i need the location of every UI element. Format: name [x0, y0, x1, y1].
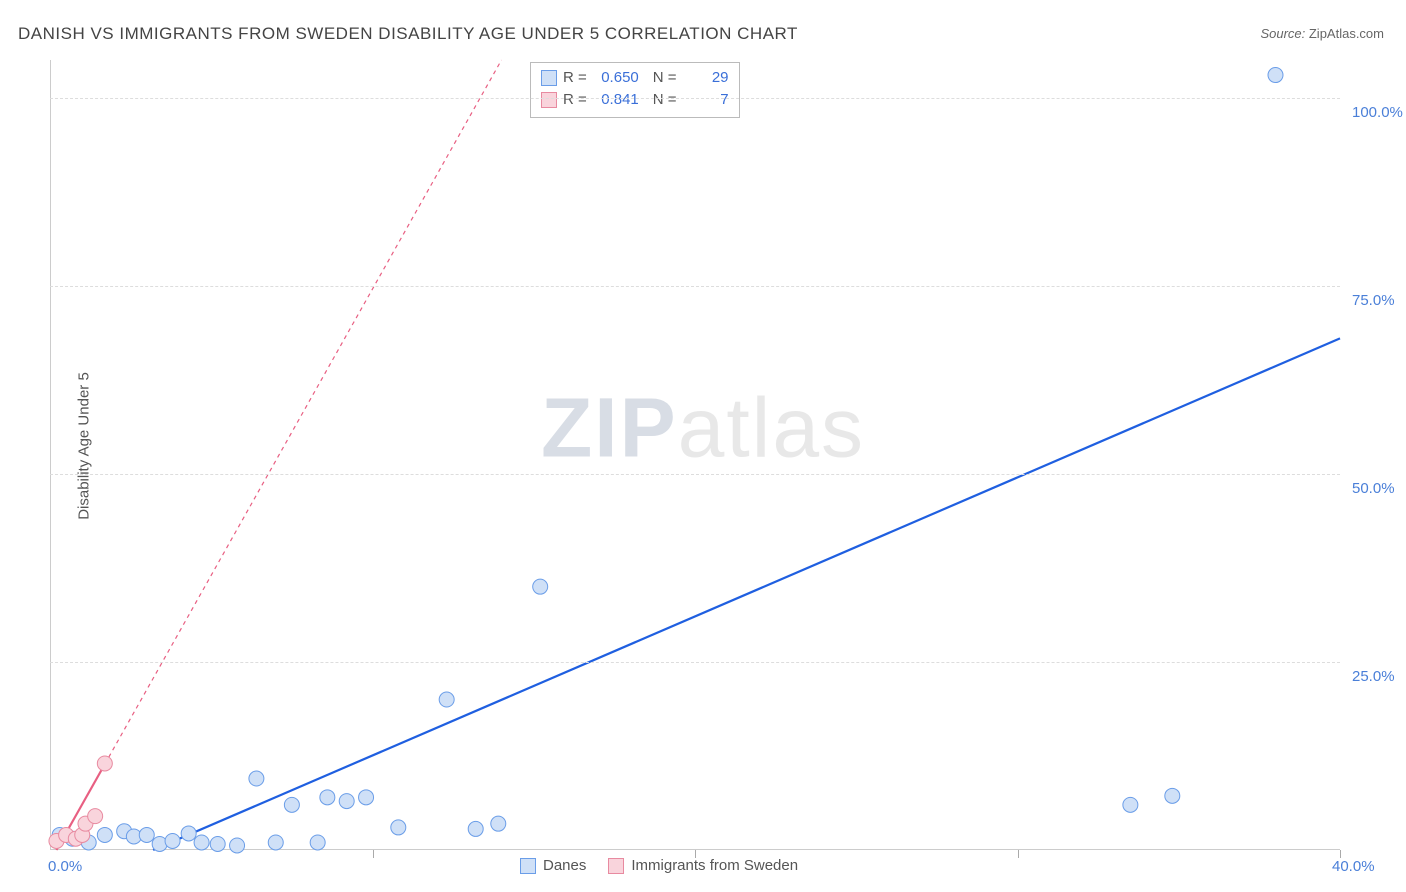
data-point	[230, 838, 245, 853]
legend-item-danes: Danes	[520, 857, 586, 874]
data-point	[194, 835, 209, 850]
data-point	[97, 827, 112, 842]
data-point	[210, 836, 225, 851]
n-label: N =	[653, 89, 677, 111]
r-label: R =	[563, 89, 587, 111]
data-point	[139, 827, 154, 842]
source-prefix: Source:	[1260, 26, 1308, 41]
legend-bottom: Danes Immigrants from Sweden	[520, 857, 798, 874]
swatch-sweden-icon	[541, 92, 557, 108]
gridline	[50, 98, 1340, 99]
data-point	[249, 771, 264, 786]
x-tick	[1340, 850, 1341, 858]
legend-label-sweden: Immigrants from Sweden	[631, 857, 798, 874]
source-attribution: Source: ZipAtlas.com	[1260, 26, 1384, 41]
legend-rn-row-1: R = 0.841 N = 7	[541, 89, 729, 111]
r-value-1: 0.841	[593, 89, 639, 111]
data-point	[1123, 797, 1138, 812]
y-tick-label: 25.0%	[1352, 668, 1395, 685]
x-tick	[373, 850, 374, 858]
data-point	[88, 809, 103, 824]
x-tick-label: 40.0%	[1332, 858, 1375, 875]
data-point	[181, 826, 196, 841]
legend-rn-box: R = 0.650 N = 29 R = 0.841 N = 7	[530, 62, 740, 118]
r-value-0: 0.650	[593, 67, 639, 89]
data-point	[439, 692, 454, 707]
n-label: N =	[653, 67, 677, 89]
legend-rn-row-0: R = 0.650 N = 29	[541, 67, 729, 89]
data-point	[1165, 788, 1180, 803]
x-tick-label: 0.0%	[48, 858, 82, 875]
gridline	[50, 286, 1340, 287]
legend-label-danes: Danes	[543, 857, 586, 874]
source-name: ZipAtlas.com	[1309, 26, 1384, 41]
y-tick-label: 100.0%	[1352, 104, 1403, 121]
n-value-0: 29	[683, 67, 729, 89]
chart-title: DANISH VS IMMIGRANTS FROM SWEDEN DISABIL…	[18, 24, 798, 44]
data-point	[284, 797, 299, 812]
data-point	[339, 794, 354, 809]
data-point	[165, 833, 180, 848]
n-value-1: 7	[683, 89, 729, 111]
trend-line	[105, 60, 502, 764]
gridline	[50, 474, 1340, 475]
data-point	[491, 816, 506, 831]
data-point	[268, 835, 283, 850]
data-point	[310, 835, 325, 850]
data-point	[391, 820, 406, 835]
x-tick	[1018, 850, 1019, 858]
y-tick-label: 75.0%	[1352, 292, 1395, 309]
data-point	[468, 821, 483, 836]
data-point	[1268, 68, 1283, 83]
legend-item-sweden: Immigrants from Sweden	[608, 857, 798, 874]
r-label: R =	[563, 67, 587, 89]
y-tick-label: 50.0%	[1352, 480, 1395, 497]
plot-svg	[50, 60, 1340, 850]
trend-line	[153, 338, 1340, 850]
swatch-sweden-icon	[608, 858, 624, 874]
x-tick	[695, 850, 696, 858]
swatch-danes-icon	[520, 858, 536, 874]
data-point	[320, 790, 335, 805]
data-point	[533, 579, 548, 594]
swatch-danes-icon	[541, 70, 557, 86]
data-point	[359, 790, 374, 805]
data-point	[97, 756, 112, 771]
gridline	[50, 662, 1340, 663]
